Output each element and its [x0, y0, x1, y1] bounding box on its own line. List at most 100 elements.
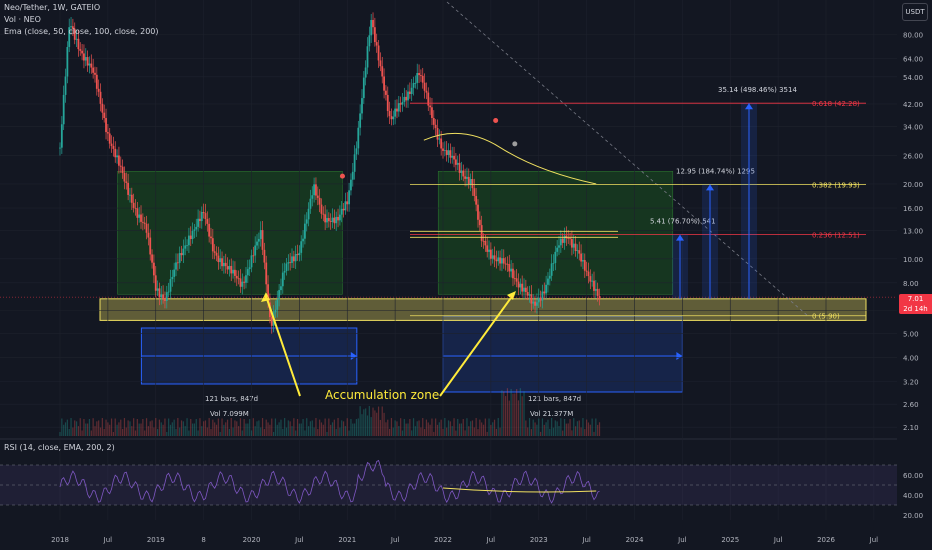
volume-bar [458, 423, 461, 436]
candle-body [392, 116, 395, 120]
candle-body [230, 265, 233, 274]
volume-bar [256, 421, 258, 436]
candle-body [309, 198, 312, 209]
candle-body [164, 298, 166, 302]
volume-bar [85, 423, 87, 436]
rsi-legend[interactable]: RSI (14, close, EMA, 200, 2) [4, 443, 115, 452]
candle-body [327, 218, 330, 222]
volume-bar [584, 429, 586, 436]
volume-bar [145, 418, 148, 436]
volume-bar [149, 421, 151, 436]
volume-bar [471, 420, 474, 436]
candle-body [305, 219, 308, 224]
candle-body [318, 197, 321, 205]
candle-body [92, 67, 95, 73]
currency-button[interactable]: USDT [902, 3, 928, 21]
candle-body [513, 278, 516, 280]
volume-bar [112, 431, 114, 436]
volume-bar [116, 424, 118, 436]
candle-body [333, 217, 336, 224]
volume-bar [304, 430, 306, 436]
candle-body [285, 263, 288, 272]
volume-bar [346, 418, 348, 436]
volume-bar [447, 420, 450, 436]
volume-bar [197, 430, 199, 436]
volume-bar [573, 418, 575, 436]
volume-bar [576, 421, 579, 436]
candle-body [460, 170, 463, 173]
volume-bar [368, 406, 370, 436]
volume-bar [527, 427, 529, 436]
volume-bar [525, 420, 527, 436]
volume-bar [493, 419, 496, 436]
volume-bar [414, 426, 416, 436]
y-tick-label: 80.00 [903, 31, 923, 39]
candle-body [388, 110, 391, 117]
volume-bar [72, 427, 74, 436]
target-label: 35.14 (498.46%) 3514 [718, 86, 797, 94]
ema-legend[interactable]: Ema (close, 50, close, 100, close, 200) [4, 27, 159, 36]
candle-body [298, 252, 301, 256]
volume-bar [147, 426, 149, 436]
volume-bar [521, 396, 523, 436]
trendline [446, 1, 809, 317]
candle-body [539, 297, 542, 301]
candle-body [94, 72, 96, 75]
symbol-legend[interactable]: Neo/Tether, 1W, GATEIO [4, 3, 101, 12]
candle-body [243, 281, 246, 283]
candle-body [484, 240, 487, 246]
volume-bar [156, 429, 159, 436]
volume-bar [440, 419, 442, 436]
candle-body [504, 263, 507, 265]
fib-label: 0.236 (12.51) [812, 232, 860, 240]
volume-bar [59, 432, 61, 436]
candle-body [162, 294, 165, 299]
candle-body [385, 90, 387, 95]
volume-bar [168, 418, 170, 436]
volume-bar [63, 424, 65, 436]
volume-bar [449, 421, 451, 436]
volume-bar [74, 420, 76, 436]
candle-body [565, 235, 568, 239]
y-tick-label: 10.00 [903, 256, 923, 264]
candle-body [261, 230, 264, 250]
candle-body [372, 19, 374, 28]
volume-bar [179, 427, 181, 436]
volume-bar [208, 418, 210, 436]
volume-bar [99, 427, 102, 436]
volume-bar [423, 429, 426, 436]
candle-body [421, 75, 424, 83]
candle-body [512, 268, 514, 279]
candle-body [213, 251, 216, 253]
candle-body [239, 278, 242, 287]
volume-bar [510, 388, 512, 436]
candle-body [324, 214, 327, 223]
volume-bar [169, 424, 172, 436]
x-tick-label: 2023 [530, 536, 548, 544]
volume-legend[interactable]: Vol · NEO [4, 15, 41, 24]
volume-bar [341, 420, 343, 436]
candle-body [62, 94, 65, 125]
candle-body [204, 213, 207, 220]
volume-bar [376, 412, 378, 436]
range-bars-label-0: 121 bars, 847d [205, 395, 258, 403]
volume-bar [359, 406, 361, 436]
candle-body [456, 162, 459, 165]
candle-body [545, 284, 548, 294]
candle-body [182, 248, 185, 256]
volume-bar [103, 429, 105, 436]
candle-body [471, 179, 474, 189]
x-tick-label: 2026 [817, 536, 835, 544]
candle-body [499, 257, 501, 264]
candle-body [86, 57, 89, 66]
volume-bar [543, 424, 545, 436]
volume-bar [75, 421, 78, 436]
y-tick-label: 64.00 [903, 55, 923, 63]
volume-bar [551, 418, 553, 436]
volume-bar [536, 424, 538, 436]
candle-body [567, 238, 570, 239]
volume-bar [98, 420, 100, 436]
volume-bar [287, 420, 289, 436]
volume-bar [394, 420, 396, 436]
